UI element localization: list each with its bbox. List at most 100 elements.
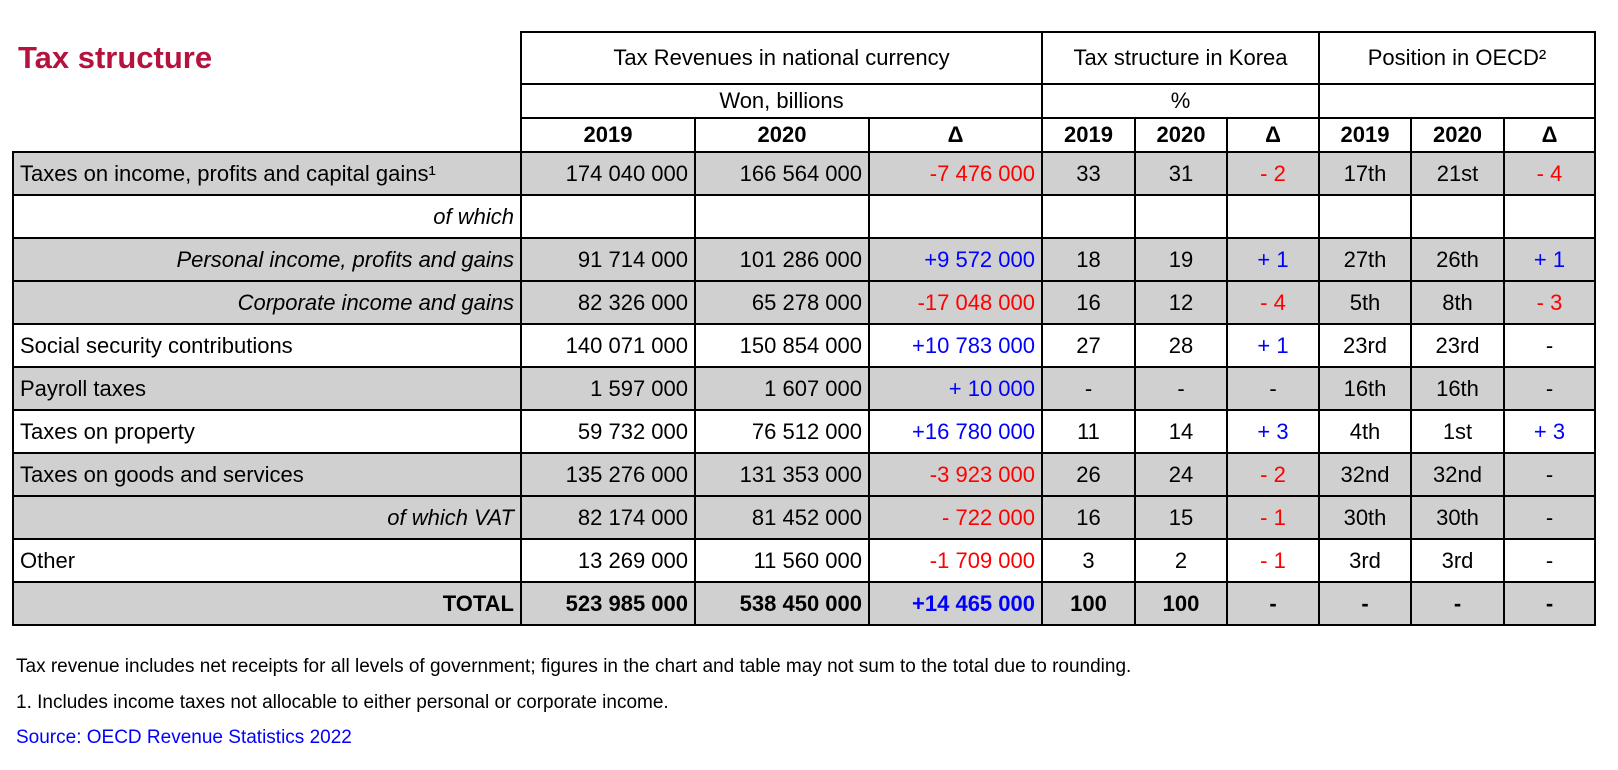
table-row: TOTAL 523 985 000 538 450 000 +14 465 000 10… xyxy=(12,581,1596,626)
cell: 26th xyxy=(1410,237,1505,282)
table-row: Taxes on income, profits and capital gai… xyxy=(12,151,1596,196)
row-label: Payroll taxes xyxy=(12,366,522,411)
cell: - xyxy=(1226,366,1320,411)
table-row: Corporate income and gains 82 326 000 65 2… xyxy=(12,280,1596,325)
cell xyxy=(694,194,870,239)
cell: - xyxy=(1503,538,1596,583)
cell: 16th xyxy=(1410,366,1505,411)
cell xyxy=(1134,194,1228,239)
row-label: Social security contributions xyxy=(12,323,522,368)
cell: 1st xyxy=(1410,409,1505,454)
table-row: Taxes on property 59 732 000 76 512 000 +16… xyxy=(12,409,1596,454)
cell: 76 512 000 xyxy=(694,409,870,454)
cell: - 722 000 xyxy=(868,495,1043,540)
blank xyxy=(13,32,521,84)
cell: 33 xyxy=(1041,151,1136,196)
cell: 21st xyxy=(1410,151,1505,196)
table-row: Other 13 269 000 11 560 000 -1 709 000 3 2- 1… xyxy=(12,538,1596,583)
cell: 131 353 000 xyxy=(694,452,870,497)
blank xyxy=(13,118,521,152)
cell xyxy=(1503,194,1596,239)
cell: 16 xyxy=(1041,280,1136,325)
row-label: Taxes on property xyxy=(12,409,522,454)
cell: - xyxy=(1503,366,1596,411)
cell: 11 xyxy=(1041,409,1136,454)
cell xyxy=(1318,194,1412,239)
row-label: Taxes on income, profits and capital gai… xyxy=(12,151,522,196)
cell: 65 278 000 xyxy=(694,280,870,325)
cell: 150 854 000 xyxy=(694,323,870,368)
cell: 82 174 000 xyxy=(520,495,696,540)
header-row: Tax Revenues in national currency Tax str… xyxy=(13,31,1596,85)
cell: +14 465 000 xyxy=(868,581,1043,626)
note: Tax revenue includes net receipts for al… xyxy=(16,656,1132,677)
cell: - xyxy=(1503,581,1596,626)
cell: - xyxy=(1134,366,1228,411)
cell: 14 xyxy=(1134,409,1228,454)
cell: 13 269 000 xyxy=(520,538,696,583)
cell: 101 286 000 xyxy=(694,237,870,282)
cell: 100 xyxy=(1134,581,1228,626)
units-row: Won, billions% xyxy=(13,83,1596,119)
row-label: Personal income, profits and gains xyxy=(12,237,522,282)
cell: 523 985 000 xyxy=(520,581,696,626)
unit-header: Won, billions xyxy=(520,83,1043,119)
cell: - xyxy=(1318,581,1412,626)
cell: -7 476 000 xyxy=(868,151,1043,196)
cell: - 2 xyxy=(1226,452,1320,497)
cell: 27 xyxy=(1041,323,1136,368)
source: Source: OECD Revenue Statistics 2022 xyxy=(16,727,352,748)
cell: 82 326 000 xyxy=(520,280,696,325)
cell: 140 071 000 xyxy=(520,323,696,368)
column-header: 2019 xyxy=(1041,117,1136,153)
column-header: Δ xyxy=(1503,117,1596,153)
cell: - xyxy=(1041,366,1136,411)
cell: 23rd xyxy=(1318,323,1412,368)
column-header: 2020 xyxy=(1410,117,1505,153)
cell: 538 450 000 xyxy=(694,581,870,626)
cell: 81 452 000 xyxy=(694,495,870,540)
table-row: of which VAT 82 174 000 81 452 000- 722 00… xyxy=(12,495,1596,540)
cell: - xyxy=(1503,323,1596,368)
group-header: Position in OECD² xyxy=(1318,31,1596,85)
cell: + 3 xyxy=(1503,409,1596,454)
title: Tax structure xyxy=(18,40,213,75)
blank xyxy=(13,84,521,118)
cell: 4th xyxy=(1318,409,1412,454)
cell: - 2 xyxy=(1226,151,1320,196)
cell: 1 597 000 xyxy=(520,366,696,411)
row-label: TOTAL xyxy=(12,581,522,626)
unit-header xyxy=(1318,83,1596,119)
column-header: 2020 xyxy=(694,117,870,153)
cell: -17 048 000 xyxy=(868,280,1043,325)
cell: 26 xyxy=(1041,452,1136,497)
cell: + 1 xyxy=(1226,237,1320,282)
cell: 5th xyxy=(1318,280,1412,325)
column-header: 2020 xyxy=(1134,117,1228,153)
cell: 16th xyxy=(1318,366,1412,411)
cell: 12 xyxy=(1134,280,1228,325)
cell: 30th xyxy=(1318,495,1412,540)
cell: 16 xyxy=(1041,495,1136,540)
cell: - 1 xyxy=(1226,538,1320,583)
cell: 1 607 000 xyxy=(694,366,870,411)
table-row: Taxes on goods and services 135 276 000 13… xyxy=(12,452,1596,497)
table-row: of which xyxy=(12,194,1596,239)
cell: 30th xyxy=(1410,495,1505,540)
note: 1. Includes income taxes not allocable t… xyxy=(16,692,669,713)
cell: + 1 xyxy=(1226,323,1320,368)
cell xyxy=(868,194,1043,239)
cell: - xyxy=(1503,495,1596,540)
row-label: of which xyxy=(12,194,522,239)
cell: 32nd xyxy=(1318,452,1412,497)
cell: - xyxy=(1226,581,1320,626)
cell: 8th xyxy=(1410,280,1505,325)
cell: 17th xyxy=(1318,151,1412,196)
cell: 19 xyxy=(1134,237,1228,282)
cell: 24 xyxy=(1134,452,1228,497)
row-label: Other xyxy=(12,538,522,583)
cell: 100 xyxy=(1041,581,1136,626)
cell: 27th xyxy=(1318,237,1412,282)
row-label: Corporate income and gains xyxy=(12,280,522,325)
